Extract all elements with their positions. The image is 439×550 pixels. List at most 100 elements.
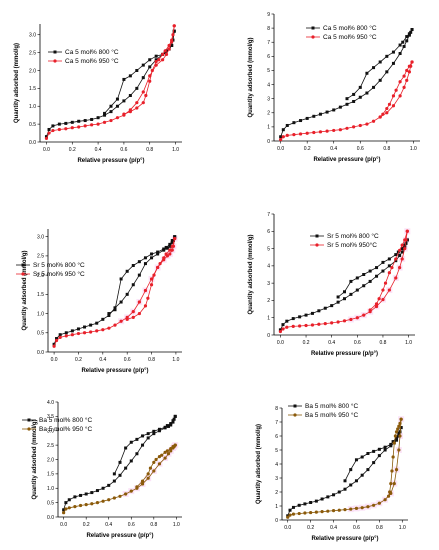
data-point	[131, 264, 135, 268]
data-point	[362, 273, 366, 276]
y-tick-label: 3.0	[47, 429, 54, 435]
data-point	[285, 123, 289, 127]
data-point	[103, 111, 107, 115]
data-point	[96, 122, 100, 126]
x-tick-label: 0.8	[379, 340, 386, 346]
data-point	[325, 110, 329, 114]
data-point	[358, 95, 362, 99]
series-0-desorption-line	[344, 427, 402, 481]
data-point	[279, 135, 283, 139]
data-point	[402, 85, 406, 89]
legend-marker	[53, 50, 57, 54]
x-tick-label: 1.0	[410, 146, 417, 152]
data-point	[150, 68, 154, 73]
legend-marker	[315, 243, 319, 247]
data-point	[107, 313, 111, 317]
y-tick-label: 1	[267, 125, 270, 131]
data-point	[143, 256, 147, 260]
data-point	[150, 256, 154, 260]
data-point	[381, 297, 385, 302]
x-tick-label: 0.0	[60, 522, 67, 528]
data-point	[407, 32, 411, 36]
data-point	[349, 507, 353, 511]
series-1-adsorption-line	[63, 444, 176, 513]
data-point	[164, 52, 169, 56]
data-point	[405, 78, 409, 82]
data-point	[362, 284, 366, 288]
data-point	[285, 319, 289, 323]
data-point	[410, 60, 414, 64]
data-point	[354, 479, 358, 483]
data-point	[170, 239, 174, 243]
data-point	[135, 106, 139, 110]
data-point	[278, 329, 283, 334]
y-tick-label: 8	[267, 26, 270, 32]
data-point	[128, 110, 132, 114]
x-tick-label: 0.6	[357, 146, 364, 152]
data-point	[140, 482, 145, 486]
data-point	[141, 63, 145, 67]
legend-entry: Ca 5 mol% 800 °C	[65, 48, 119, 56]
data-point	[403, 246, 407, 251]
data-point	[140, 479, 145, 483]
data-point	[396, 250, 400, 254]
data-point	[279, 137, 283, 142]
data-point	[135, 452, 139, 456]
data-point	[383, 448, 387, 452]
data-point	[141, 90, 145, 94]
data-point	[157, 455, 162, 459]
data-point	[107, 483, 111, 487]
data-point	[372, 85, 376, 89]
y-tick-label: 1	[267, 316, 270, 322]
data-point	[305, 116, 309, 120]
data-point	[135, 437, 139, 441]
data-point	[394, 253, 398, 257]
data-point	[288, 513, 292, 517]
y-tick-label: 3.0	[37, 234, 44, 240]
data-point	[154, 54, 158, 58]
data-point	[152, 460, 156, 464]
data-point	[389, 442, 393, 446]
legend-entry: Ba 5 mol% 800 °C	[305, 402, 358, 410]
data-point	[397, 424, 401, 428]
y-tick-label: 2.5	[37, 254, 44, 260]
x-tick-label: 0.4	[330, 146, 337, 152]
data-point	[387, 257, 391, 261]
data-point	[55, 337, 59, 341]
y-tick-label: 8	[275, 406, 278, 412]
data-point	[157, 58, 161, 62]
data-point	[343, 297, 346, 301]
data-point	[131, 283, 135, 287]
x-tick-label: 1.0	[172, 357, 179, 363]
x-tick-label: 0.6	[353, 525, 360, 531]
data-point	[162, 247, 166, 251]
data-point	[95, 321, 99, 325]
x-tick-label: 0.0	[277, 146, 284, 152]
x-tick-label: 0.4	[328, 340, 335, 346]
data-point	[372, 461, 376, 465]
data-point	[125, 292, 129, 296]
data-point	[148, 58, 152, 62]
data-point	[67, 498, 71, 502]
data-point	[165, 424, 169, 428]
data-point	[119, 319, 123, 323]
data-point	[291, 505, 295, 509]
data-point	[113, 308, 117, 312]
data-point	[358, 123, 362, 128]
data-point	[345, 102, 349, 106]
data-point	[410, 28, 414, 32]
data-point	[398, 265, 402, 270]
data-point	[143, 262, 147, 266]
data-point	[349, 483, 353, 487]
x-tick-label: 1.0	[399, 525, 406, 531]
data-point	[168, 252, 172, 256]
data-point	[95, 329, 99, 333]
legend-marker	[21, 263, 25, 267]
series-0-desorption-line	[104, 31, 175, 114]
y-tick-label: 3	[267, 281, 270, 287]
data-point	[148, 79, 152, 83]
data-point	[158, 261, 162, 266]
data-point	[118, 460, 122, 464]
data-point	[349, 292, 353, 296]
data-point	[397, 431, 401, 435]
